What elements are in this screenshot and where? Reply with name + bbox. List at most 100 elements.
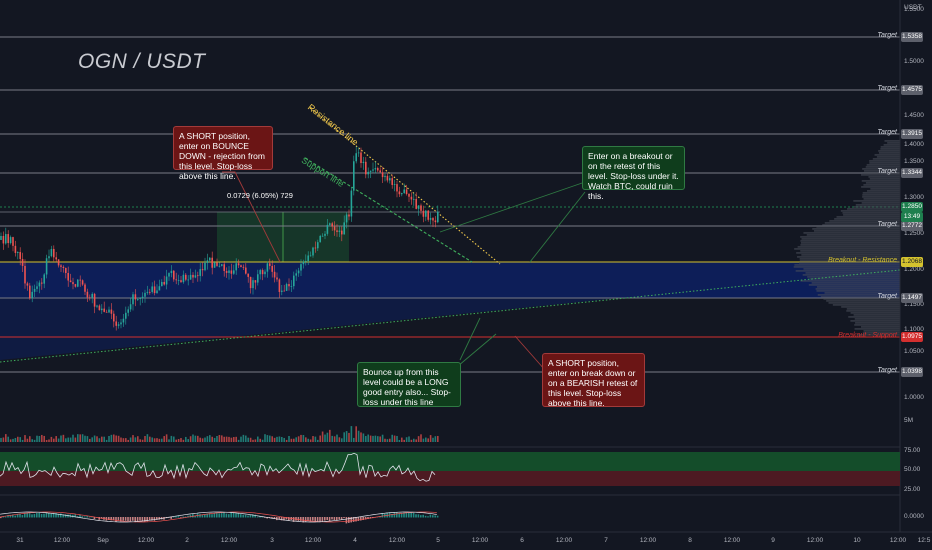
volume-bar	[233, 437, 235, 442]
profile-bin	[801, 238, 900, 240]
note-short-top[interactable]: A SHORT position, enter on BOUNCE DOWN -…	[173, 126, 273, 181]
volume-bar	[432, 437, 434, 442]
profile-bin	[862, 192, 900, 194]
volume-bar	[132, 435, 134, 442]
profile-bin	[816, 286, 900, 288]
volume-bar	[273, 437, 276, 442]
macd-bar	[247, 515, 249, 518]
macd-bar	[2, 516, 4, 518]
candle-body	[192, 274, 194, 278]
candle-body	[422, 210, 425, 217]
profile-bin	[853, 314, 900, 316]
candle-body	[170, 270, 173, 274]
macd-bar	[410, 512, 412, 518]
candle-body	[405, 189, 408, 194]
candle-body	[379, 170, 381, 173]
price-tick: 25.00	[904, 486, 921, 493]
price-tick: 1.5500	[904, 6, 924, 13]
volume-bar	[127, 439, 129, 442]
pointer-breakout-1	[439, 181, 586, 233]
time-tick: 4	[353, 537, 357, 544]
profile-bin	[846, 208, 900, 210]
candle-body	[307, 255, 309, 261]
candle-body	[345, 214, 348, 223]
candle-body	[254, 280, 257, 283]
volume-bar	[422, 438, 425, 442]
candle-body	[257, 274, 259, 283]
volume-bar	[389, 438, 391, 442]
level-label: Target	[877, 168, 897, 175]
volume-bar	[194, 435, 197, 442]
volume-bar	[161, 438, 163, 442]
profile-bin	[861, 186, 900, 188]
macd-bar	[398, 513, 400, 518]
pointer-long-1	[459, 317, 481, 361]
profile-bin	[840, 210, 900, 212]
candle-body	[396, 184, 398, 192]
profile-bin	[880, 148, 900, 150]
volume-bar	[187, 439, 189, 442]
candle-body	[365, 161, 367, 175]
candle-body	[201, 269, 204, 271]
candle-body	[91, 293, 93, 298]
profile-bin	[797, 256, 900, 258]
volume-bar	[185, 436, 187, 442]
current-price-badge: 1.2850	[901, 202, 923, 212]
macd-bar	[379, 516, 381, 518]
profile-bin	[803, 232, 900, 234]
profile-bin	[854, 318, 900, 320]
volume-bar	[377, 436, 379, 442]
volume-bar	[415, 439, 417, 442]
profile-bin	[832, 304, 900, 306]
profile-bin	[887, 142, 900, 144]
volume-profile	[793, 140, 900, 336]
profile-bin	[796, 252, 900, 254]
volume-bar	[26, 438, 29, 442]
macd-bar	[432, 515, 434, 518]
macd-bar	[110, 517, 112, 521]
profile-bin	[795, 270, 900, 272]
candle-body	[120, 322, 122, 325]
macd-bar	[244, 514, 247, 518]
macd-bar	[170, 517, 172, 519]
level-label: Target	[877, 221, 897, 228]
volume-bar	[240, 436, 242, 442]
candle-body	[204, 262, 206, 271]
resistance-trendline	[309, 107, 501, 265]
profile-bin	[862, 168, 900, 170]
macd-bar	[345, 517, 348, 524]
candle-body	[149, 291, 151, 293]
volume-bar	[65, 438, 67, 442]
profile-bin	[822, 224, 900, 226]
profile-bin	[850, 312, 900, 314]
volume-bar	[62, 434, 65, 442]
macd-bar	[420, 515, 422, 518]
time-tick: 12:00	[723, 537, 741, 544]
macd-bar	[218, 513, 220, 518]
note-short-bottom[interactable]: A SHORT position, enter on break down or…	[542, 353, 645, 408]
macd-bar	[223, 512, 225, 518]
profile-bin	[853, 206, 900, 208]
candle-body	[252, 280, 254, 289]
candle-body	[408, 193, 410, 197]
candle-body	[317, 242, 319, 249]
macd-bar	[240, 514, 242, 518]
profile-bin	[813, 230, 900, 232]
note-breakout[interactable]: Enter on a breakout or on the retest of …	[582, 146, 685, 201]
volume-bar	[420, 434, 422, 442]
volume-bar	[98, 438, 101, 442]
volume-bar	[408, 436, 410, 442]
volume-bar	[0, 437, 2, 442]
profile-bin	[806, 234, 900, 236]
volume-bar	[281, 436, 283, 442]
price-tick: 1.3000	[904, 194, 924, 201]
candle-body	[389, 178, 391, 181]
note-long[interactable]: Bounce up from this level could be a LON…	[357, 362, 461, 407]
candle-body	[266, 263, 269, 272]
macd-bar	[360, 517, 362, 521]
candle-body	[189, 274, 192, 280]
candle-body	[79, 279, 81, 281]
macd-bar	[256, 516, 259, 518]
time-tick: 12:00	[137, 537, 155, 544]
